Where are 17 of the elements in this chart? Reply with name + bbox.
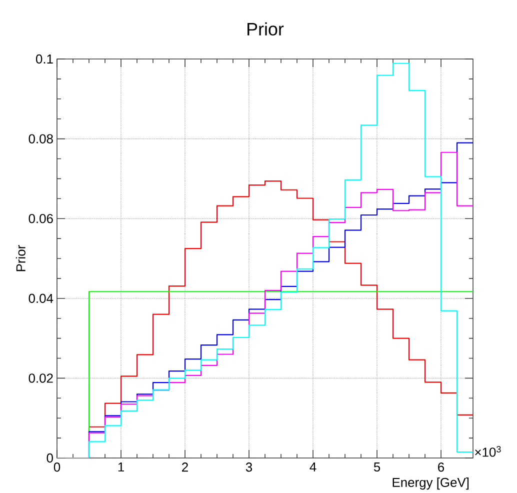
- x-tick-label: 4: [310, 462, 316, 472]
- x-tick-label: 0: [54, 462, 60, 472]
- y-tick-label: 0.1: [36, 54, 53, 64]
- y-tick-label: 0.06: [28, 214, 53, 224]
- y-tick-label: 0.02: [28, 374, 53, 383]
- x-axis-title: Energy [GeV]: [392, 478, 469, 490]
- y-tick-label: 0.08: [28, 134, 53, 144]
- y-tick-label: 0.04: [28, 294, 54, 303]
- text: ×10$^{3}$: [475, 446, 501, 457]
- y-tick-label: 0: [46, 453, 53, 463]
- x-tick-label: 5: [374, 462, 380, 472]
- x-tick-label: 2: [182, 462, 188, 472]
- chart-title: Prior: [248, 22, 284, 36]
- y-axis-title: Prior: [16, 245, 26, 272]
- x-tick-label: 1: [118, 462, 124, 472]
- x-tick-label: 6: [438, 462, 444, 472]
- x-tick-label: 3: [246, 462, 252, 472]
